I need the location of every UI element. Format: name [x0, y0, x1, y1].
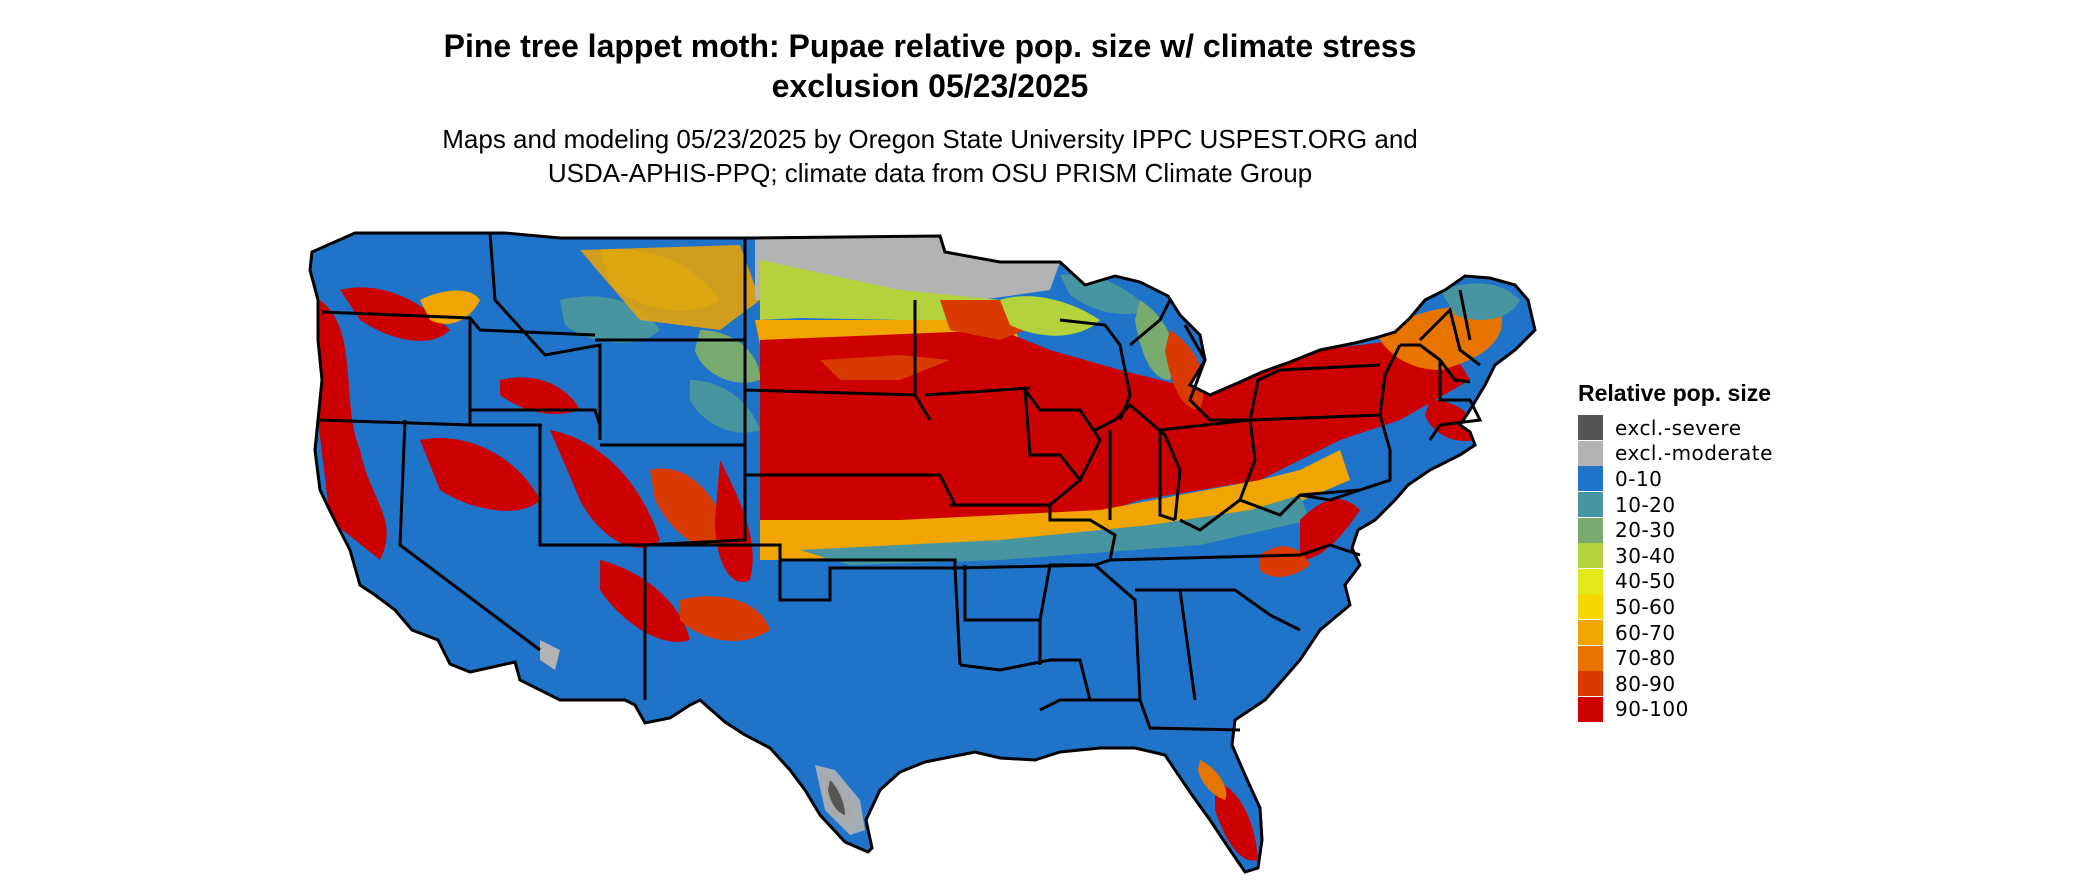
- legend-label: excl.-moderate: [1615, 441, 1773, 466]
- legend-swatch: [1578, 492, 1603, 518]
- legend-item: 60-70: [1578, 620, 1878, 646]
- legend-swatch: [1578, 594, 1603, 620]
- legend-label: 40-50: [1615, 569, 1676, 594]
- legend-label: 20-30: [1615, 518, 1676, 543]
- legend-item: 10-20: [1578, 492, 1878, 518]
- legend-swatch: [1578, 543, 1603, 569]
- legend-label: 10-20: [1615, 492, 1676, 517]
- map-title-line-1: Pine tree lappet moth: Pupae relative po…: [443, 28, 1417, 64]
- map-subtitle-line-2: USDA-APHIS-PPQ; climate data from OSU PR…: [547, 158, 1313, 188]
- map-legend: Relative pop. size excl.-severe excl.-mo…: [1578, 380, 1878, 722]
- state-borders: [308, 231, 1537, 874]
- legend-item: 70-80: [1578, 645, 1878, 671]
- legend-swatch: [1578, 415, 1603, 441]
- legend-label: 80-90: [1615, 671, 1676, 696]
- legend-item: 90-100: [1578, 696, 1878, 723]
- legend-swatch: [1578, 620, 1603, 646]
- legend-label: 0-10: [1615, 466, 1663, 491]
- legend-item: 40-50: [1578, 568, 1878, 595]
- legend-label: 30-40: [1615, 543, 1676, 568]
- legend-label: 90-100: [1615, 697, 1689, 722]
- legend-swatch: [1578, 568, 1603, 594]
- legend-swatch: [1578, 466, 1603, 492]
- legend-swatch: [1578, 696, 1603, 722]
- legend-item: 0-10: [1578, 466, 1878, 492]
- legend-title: Relative pop. size: [1578, 380, 1772, 406]
- legend-label: 70-80: [1615, 646, 1676, 671]
- legend-swatch: [1578, 671, 1603, 697]
- legend-item: 30-40: [1578, 543, 1878, 569]
- legend-label: excl.-severe: [1615, 415, 1742, 440]
- legend-item: 80-90: [1578, 671, 1878, 697]
- legend-swatch: [1578, 440, 1603, 466]
- legend-items: excl.-severe excl.-moderate 0-10 10-20 2…: [1578, 415, 1878, 722]
- map-subtitle-line-1: Maps and modeling 05/23/2025 by Oregon S…: [442, 124, 1418, 154]
- legend-item: excl.-moderate: [1578, 440, 1878, 467]
- legend-item: excl.-severe: [1578, 415, 1878, 441]
- legend-swatch: [1578, 517, 1603, 543]
- legend-swatch: [1578, 645, 1603, 671]
- legend-item: 50-60: [1578, 594, 1878, 620]
- legend-label: 50-60: [1615, 594, 1676, 619]
- legend-label: 60-70: [1615, 620, 1676, 645]
- map-title-line-2: exclusion 05/23/2025: [771, 68, 1089, 104]
- legend-item: 20-30: [1578, 517, 1878, 543]
